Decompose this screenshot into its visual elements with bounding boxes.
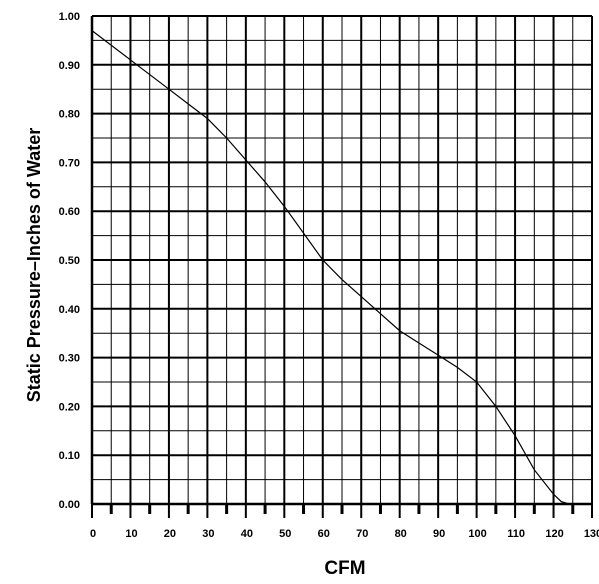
x-tick-label: 120	[545, 528, 563, 540]
y-tick-label: 0.60	[59, 206, 80, 218]
series-line	[91, 30, 570, 505]
x-tick-label: 130	[584, 528, 599, 540]
x-tick-label: 30	[202, 528, 214, 540]
grid	[90, 15, 593, 518]
x-tick-label: 50	[279, 528, 291, 540]
x-axis-title: CFM	[324, 558, 365, 579]
x-tick-label: 20	[164, 528, 176, 540]
tick-labels: 0 10 20 30 40 50 60 70 80 90 100 110 120 130 0.00 0.10 0…	[59, 11, 599, 540]
y-tick-label: 0.40	[59, 304, 80, 316]
y-axis-title: Static Pressure–Inches of Water	[24, 128, 44, 402]
y-tick-label: 0.50	[59, 255, 80, 267]
x-tick-label: 110	[507, 528, 525, 540]
x-tick-label: 10	[125, 528, 137, 540]
y-tick-label: 0.70	[59, 157, 80, 169]
y-tick-label: 0.30	[59, 353, 80, 365]
x-tick-label: 40	[241, 528, 253, 540]
y-tick-label: 1.00	[59, 11, 80, 23]
x-tick-label: 90	[433, 528, 445, 540]
x-tick-label: 100	[468, 528, 486, 540]
x-tick-label: 80	[395, 528, 407, 540]
y-tick-label: 0.80	[59, 109, 80, 121]
y-tick-label: 0.10	[59, 450, 80, 462]
series-layer	[91, 30, 570, 505]
x-tick-label: 70	[356, 528, 368, 540]
y-tick-label: 0.20	[59, 401, 80, 413]
y-tick-label: 0.00	[59, 499, 80, 511]
x-tick-label: 0	[90, 528, 96, 540]
x-tick-label: 60	[318, 528, 330, 540]
y-tick-label: 0.90	[59, 60, 80, 72]
